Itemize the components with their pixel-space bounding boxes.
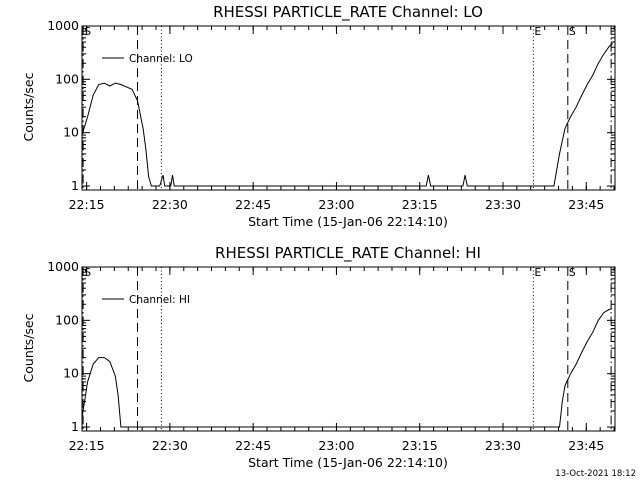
x-tick-label: 23:00 <box>318 438 354 453</box>
panel-lo: RHESSI PARTICLE_RATE Channel: LO Start T… <box>21 3 483 229</box>
x-tick-label: 22:45 <box>235 197 271 212</box>
panel-lo-xlabel: Start Time (15-Jan-06 22:14:10) <box>248 214 448 229</box>
y-tick-label: 1000 <box>47 259 79 274</box>
y-tick-label: 100 <box>55 312 79 327</box>
panel-lo-title: RHESSI PARTICLE_RATE Channel: LO <box>213 3 483 22</box>
y-tick-label: 1 <box>71 178 79 193</box>
x-tick-label: 23:45 <box>568 438 604 453</box>
x-tick-label: 23:15 <box>402 438 438 453</box>
x-tick-label: 22:30 <box>152 197 188 212</box>
y-tick-label: 100 <box>55 71 79 86</box>
y-tick-label: 10 <box>63 125 79 140</box>
y-tick-label: 1000 <box>47 18 79 33</box>
x-tick-label: 23:15 <box>402 197 438 212</box>
marker-label: S <box>84 266 91 279</box>
x-tick-label: 22:15 <box>69 438 105 453</box>
panel-hi-title: RHESSI PARTICLE_RATE Channel: HI <box>215 244 481 263</box>
y-tick-label: 10 <box>63 366 79 381</box>
marker-label: E <box>534 25 541 38</box>
marker-label: E <box>534 266 541 279</box>
series-line <box>81 43 614 187</box>
x-tick-label: 23:00 <box>318 197 354 212</box>
legend-label: Channel: LO <box>129 53 193 65</box>
x-tick-label: 22:45 <box>235 438 271 453</box>
plot-frame <box>81 25 616 191</box>
legend-label: Channel: HI <box>129 294 190 306</box>
x-tick-label: 22:30 <box>152 438 188 453</box>
panel-hi-plot: 1 10 100 1000 22:15 22:30 22:45 23:00 23:15 23:30… <box>47 259 616 453</box>
x-tick-label: 23:30 <box>485 197 521 212</box>
plot-frame <box>81 266 616 432</box>
panel-lo-ylabel: Counts/sec <box>21 72 36 141</box>
marker-label: S <box>569 25 576 38</box>
marker-label: S <box>569 266 576 279</box>
panel-hi: RHESSI PARTICLE_RATE Channel: HI Start T… <box>21 244 481 470</box>
series-line <box>81 308 613 428</box>
y-tick-label: 1 <box>71 419 79 434</box>
panel-hi-xlabel: Start Time (15-Jan-06 22:14:10) <box>248 455 448 470</box>
panel-hi-ylabel: Counts/sec <box>21 313 36 382</box>
x-tick-label: 22:15 <box>69 197 105 212</box>
marker-label: S <box>84 25 91 38</box>
panel-lo-plot: 1 10 100 1000 22:15 22:30 22:45 23:00 23:15 23:30… <box>47 18 616 212</box>
x-tick-label: 23:30 <box>485 438 521 453</box>
timestamp-label: 13-Oct-2021 18:12 <box>555 469 636 479</box>
x-tick-label: 23:45 <box>568 197 604 212</box>
